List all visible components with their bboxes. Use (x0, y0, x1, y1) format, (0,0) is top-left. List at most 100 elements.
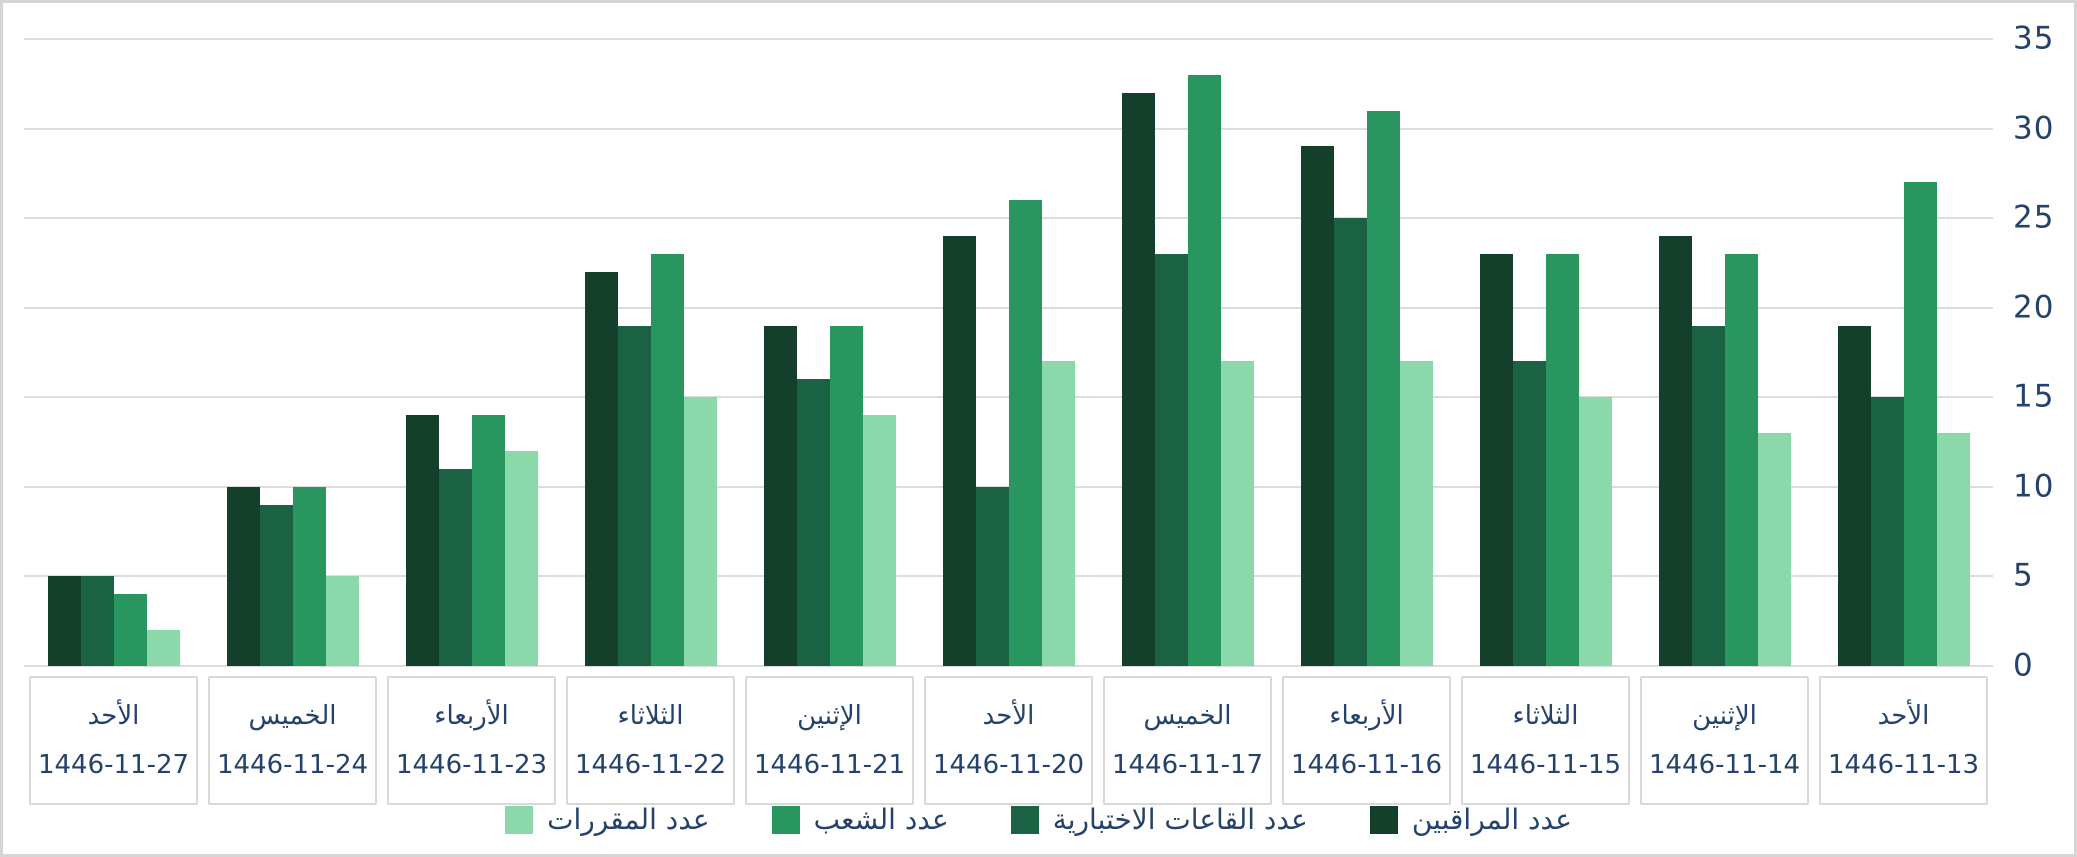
bar[interactable] (975, 487, 1009, 666)
bar[interactable] (1691, 326, 1725, 666)
bar[interactable] (226, 487, 260, 666)
bar[interactable] (259, 505, 293, 666)
legend-item[interactable]: عدد القاعات الاختبارية (1010, 803, 1308, 836)
bar-group-1446-11-21 (740, 3, 919, 666)
y-tick-label: 0 (2013, 647, 2034, 684)
category-date-label: 1446-11-27 (37, 749, 190, 780)
category-day-label: الثلاثاء (617, 701, 684, 732)
category-cell: الإثنين 1446-11-21 (740, 676, 919, 805)
bar[interactable] (80, 576, 114, 666)
bar-group-1446-11-13 (1814, 3, 1993, 666)
bar-group-1446-11-27 (24, 3, 203, 666)
legend-label: عدد القاعات الاختبارية (1052, 803, 1308, 836)
category-label-box: الأحد 1446-11-13 (1819, 676, 1988, 805)
bar[interactable] (1333, 218, 1367, 666)
bars-layer (24, 3, 1993, 666)
y-tick-label: 5 (2013, 557, 2034, 594)
bar-group-1446-11-24 (203, 3, 382, 666)
category-date-label: 1446-11-16 (1290, 749, 1443, 780)
bar[interactable] (683, 397, 717, 666)
bar[interactable] (1366, 111, 1400, 666)
category-cell: الأحد 1446-11-27 (24, 676, 203, 805)
bar[interactable] (292, 487, 326, 666)
y-axis: 0 5 10 15 20 25 30 35 (2005, 3, 2074, 684)
bar[interactable] (504, 451, 538, 666)
gridline-y-35 (24, 38, 1993, 40)
category-date-label: 1446-11-23 (395, 749, 548, 780)
gridline-y-0 (24, 665, 1993, 667)
category-date-label: 1446-11-17 (1111, 749, 1264, 780)
bar[interactable] (1658, 236, 1692, 666)
bar[interactable] (1154, 254, 1188, 666)
bar[interactable] (325, 576, 359, 666)
bar[interactable] (47, 576, 81, 666)
legend-item[interactable]: عدد الشعب (771, 803, 949, 836)
bar[interactable] (1936, 433, 1970, 666)
legend-label: عدد الشعب (813, 803, 949, 836)
category-label-box: الأحد 1446-11-27 (29, 676, 198, 805)
legend-item[interactable]: عدد المراقبين (1369, 803, 1572, 836)
bar[interactable] (617, 326, 651, 666)
bar[interactable] (1300, 146, 1334, 666)
legend-swatch (1010, 805, 1039, 834)
y-tick-label: 10 (2013, 468, 2055, 505)
bar[interactable] (1121, 93, 1155, 666)
bar[interactable] (405, 415, 439, 666)
bar[interactable] (650, 254, 684, 666)
gridline-y-30 (24, 127, 1993, 130)
bar[interactable] (796, 379, 830, 666)
y-tick-label: 15 (2013, 378, 2055, 415)
plot-area (24, 3, 1993, 667)
bar[interactable] (763, 326, 797, 666)
category-cell: الأحد 1446-11-13 (1814, 676, 1993, 805)
category-label-box: الإثنين 1446-11-21 (745, 676, 914, 805)
legend-swatch (505, 805, 534, 834)
legend-item[interactable]: عدد المقررات (505, 803, 710, 836)
category-cell: الثلاثاء 1446-11-15 (1456, 676, 1635, 805)
bar[interactable] (113, 594, 147, 666)
category-day-label: الإثنين (797, 701, 862, 732)
legend-swatch (771, 805, 800, 834)
category-label-box: الإثنين 1446-11-14 (1640, 676, 1809, 805)
legend-label: عدد المراقبين (1411, 803, 1572, 836)
legend-swatch (1369, 805, 1398, 834)
category-cell: الخميس 1446-11-17 (1098, 676, 1277, 805)
bar[interactable] (1399, 361, 1433, 666)
bar-group-1446-11-17 (1098, 3, 1277, 666)
legend-label: عدد المقررات (547, 803, 710, 836)
category-day-label: الأربعاء (434, 701, 509, 732)
category-cell: الأربعاء 1446-11-23 (382, 676, 561, 805)
bar[interactable] (862, 415, 896, 666)
category-day-label: الإثنين (1692, 701, 1757, 732)
bar[interactable] (438, 469, 472, 666)
bar[interactable] (584, 272, 618, 666)
y-tick-label: 25 (2013, 199, 2055, 236)
category-day-label: الخميس (248, 701, 337, 732)
bar[interactable] (1903, 182, 1937, 666)
category-label-box: الخميس 1446-11-24 (208, 676, 377, 805)
bar[interactable] (1578, 397, 1612, 666)
category-cell: الثلاثاء 1446-11-22 (561, 676, 740, 805)
bar[interactable] (1870, 397, 1904, 666)
y-tick-label: 30 (2013, 109, 2055, 146)
bar[interactable] (1545, 254, 1579, 666)
bar[interactable] (1512, 361, 1546, 666)
bar[interactable] (1479, 254, 1513, 666)
bar[interactable] (146, 630, 180, 666)
bar[interactable] (1724, 254, 1758, 666)
category-date-label: 1446-11-24 (216, 749, 369, 780)
bar[interactable] (1757, 433, 1791, 666)
bar[interactable] (1041, 361, 1075, 666)
bar[interactable] (942, 236, 976, 666)
bar[interactable] (1837, 326, 1871, 666)
bar[interactable] (829, 326, 863, 666)
category-date-label: 1446-11-13 (1827, 749, 1980, 780)
bar[interactable] (1220, 361, 1254, 666)
bar[interactable] (1187, 75, 1221, 666)
bar-group-1446-11-16 (1277, 3, 1456, 666)
bar-group-1446-11-20 (919, 3, 1098, 666)
bar[interactable] (1008, 200, 1042, 666)
bar-group-1446-11-14 (1635, 3, 1814, 666)
category-date-label: 1446-11-21 (753, 749, 906, 780)
bar[interactable] (471, 415, 505, 666)
